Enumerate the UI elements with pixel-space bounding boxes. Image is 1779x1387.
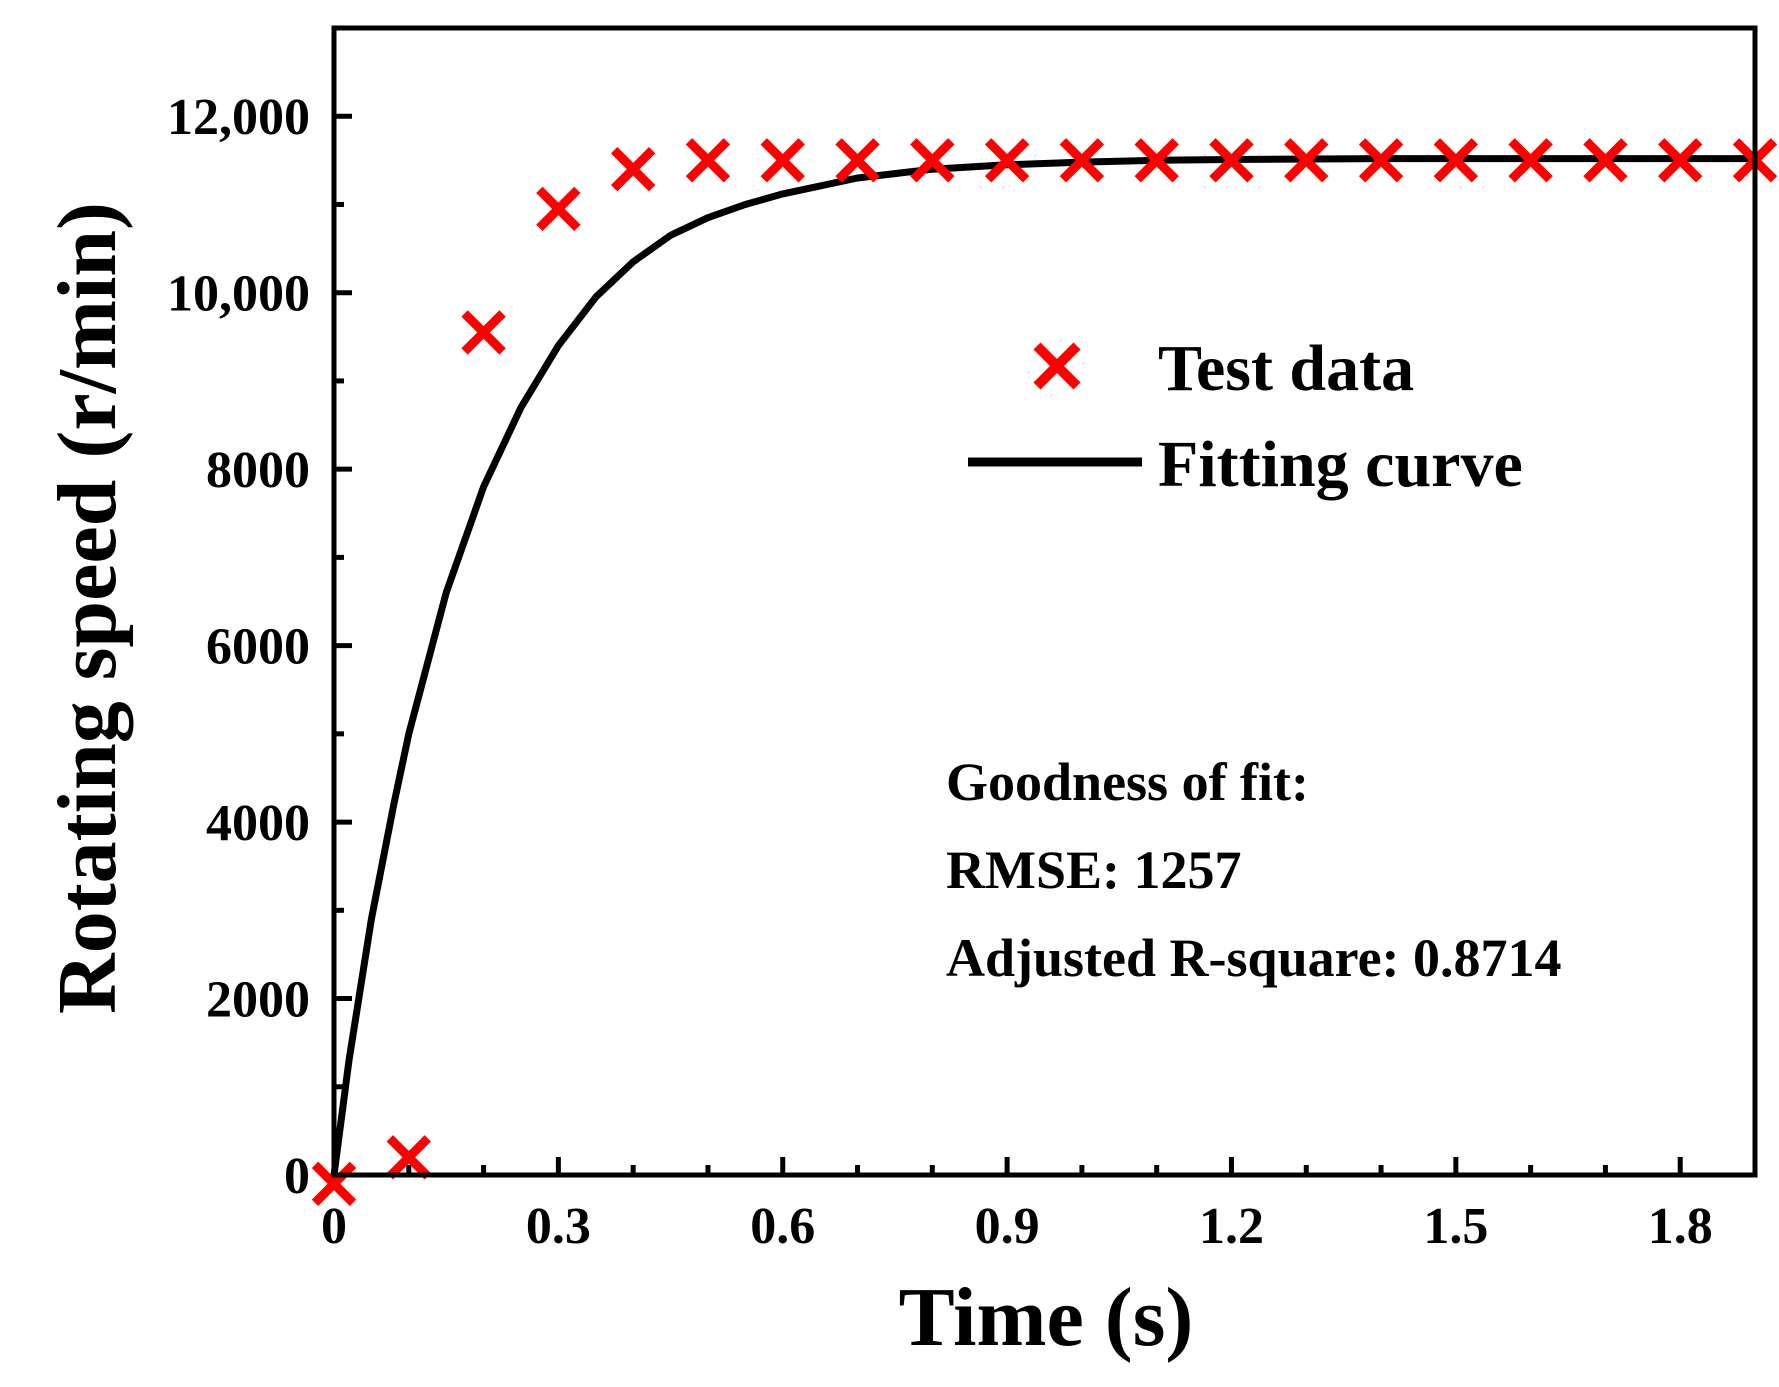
data-point-marker: [1059, 138, 1105, 183]
data-point-marker: [1209, 138, 1254, 183]
data-point-marker: [610, 146, 656, 192]
y-tick-label: 4000: [206, 795, 310, 852]
data-point-marker: [1134, 138, 1179, 183]
data-point-marker: [311, 1161, 357, 1207]
annotation-adjusted-r-square: Adjusted R-square: 0.8714: [946, 928, 1562, 988]
x-tick-label: 1.5: [1423, 1198, 1488, 1255]
y-tick-label: 12,000: [167, 89, 310, 146]
y-tick-label: 8000: [206, 442, 310, 499]
legend: Test data Fitting curve: [968, 332, 1523, 501]
x-tick-label: 0: [321, 1198, 347, 1255]
x-tick-label: 0.6: [750, 1198, 815, 1255]
test-data-series: [311, 138, 1778, 1207]
y-tick-label: 2000: [206, 972, 310, 1029]
data-point-marker: [386, 1135, 431, 1180]
data-point-marker: [1358, 138, 1404, 183]
data-point-marker: [835, 138, 880, 183]
x-tick-label: 1.8: [1648, 1198, 1713, 1255]
data-point-marker: [1508, 138, 1553, 183]
tick-labels: 0 0.3 0.6 0.9 1.2 1.5 1.8 0 2000 4000 6000 8000 10,0…: [167, 89, 1713, 1255]
data-point-marker: [461, 310, 506, 355]
annotation-goodness-title: Goodness of fit:: [946, 752, 1309, 812]
legend-marker-test-data: [1033, 342, 1081, 390]
y-tick-label: 10,000: [167, 266, 310, 323]
annotation-rmse: RMSE: 1257: [946, 840, 1242, 900]
goodness-of-fit-annotation: Goodness of fit: RMSE: 1257 Adjusted R-s…: [946, 752, 1562, 988]
data-point-marker: [984, 138, 1030, 183]
data-point-marker: [1284, 138, 1329, 183]
y-tick-label: 0: [284, 1148, 310, 1205]
plot-frame: [331, 25, 1758, 1178]
x-axis-title: Time (s): [899, 1271, 1194, 1364]
x-tick-label: 1.2: [1199, 1198, 1264, 1255]
legend-label-test-data: Test data: [1158, 332, 1414, 405]
data-point-marker: [1433, 138, 1479, 183]
y-axis-title: Rotating speed (r/min): [41, 202, 134, 1014]
data-point-marker: [685, 138, 731, 183]
x-tick-label: 0.9: [975, 1198, 1040, 1255]
legend-label-fitting-curve: Fitting curve: [1158, 428, 1523, 501]
data-point-marker: [760, 138, 805, 183]
data-point-marker: [536, 186, 581, 232]
data-point-marker: [910, 138, 955, 183]
y-tick-label: 6000: [206, 619, 310, 676]
data-point-marker: [1583, 138, 1628, 183]
data-point-marker: [1658, 138, 1703, 183]
x-tick-label: 0.3: [526, 1198, 591, 1255]
